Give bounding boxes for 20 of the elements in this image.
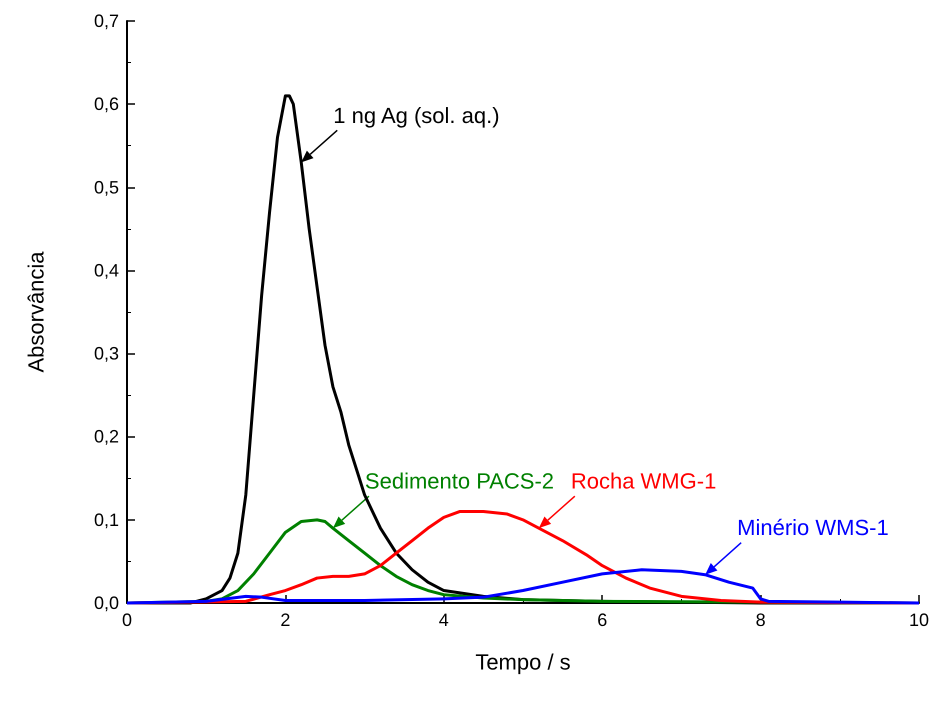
x-axis-title: Tempo / s: [475, 650, 571, 674]
y-tick-label: 0,5: [94, 177, 119, 198]
x-tick-label: 4: [438, 610, 449, 630]
y-tick-label: 0,0: [94, 593, 119, 613]
series-label: Minério WMS-1: [737, 515, 889, 540]
y-tick-label: 0,2: [94, 426, 119, 447]
y-tick-label: 0,6: [94, 94, 119, 114]
y-tick-label: 0,1: [94, 510, 119, 530]
x-tick-label: 6: [597, 610, 608, 630]
series-label: 1 ng Ag (sol. aq.): [333, 102, 500, 128]
y-axis-title: Absorvância: [24, 250, 48, 373]
x-tick-label: 0: [122, 610, 132, 630]
x-tick-label: 10: [908, 610, 930, 630]
y-tick-label: 0,3: [94, 344, 119, 364]
y-tick-label: 0,7: [94, 11, 119, 31]
x-tick-label: 2: [280, 610, 290, 630]
text: Sedimento PACS-2: [364, 468, 554, 494]
y-tick-label: 0,4: [94, 260, 119, 280]
x-tick-label: 8: [756, 610, 766, 630]
text: Rocha WMG-1: [570, 468, 716, 494]
